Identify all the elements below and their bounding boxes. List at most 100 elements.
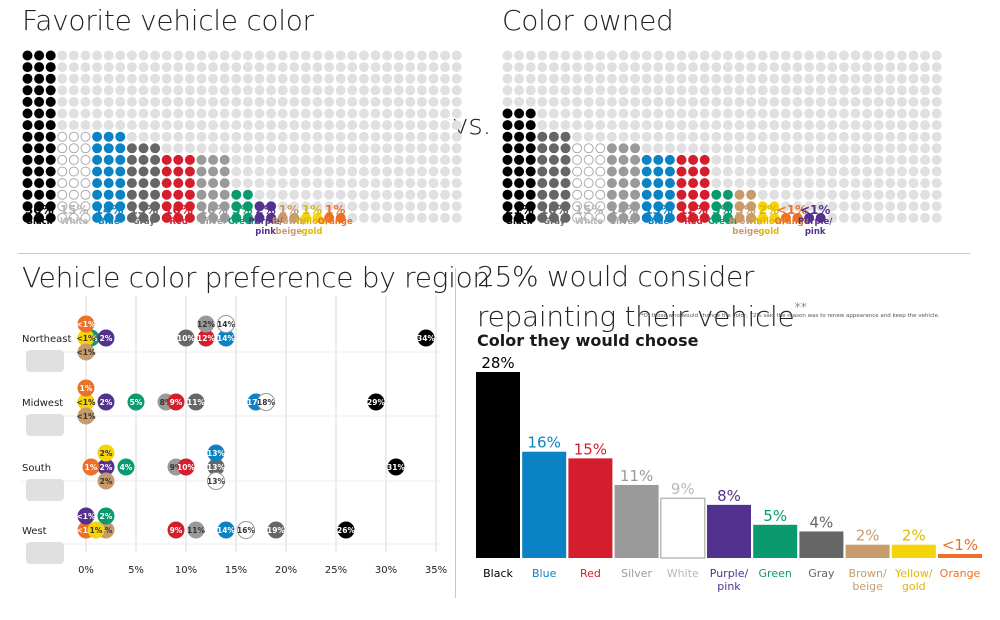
bar-category-label: beige [852,580,883,593]
dot-empty [815,189,826,200]
dot-empty [862,131,873,142]
dot-empty [208,62,219,73]
dot-empty [324,120,335,131]
dot-white [57,212,68,223]
dot-empty [440,85,451,96]
dot-black [514,143,525,154]
dot-empty [347,212,358,223]
region-point-red [167,393,185,411]
choose-chart-title: Color they would choose [477,331,699,350]
dot-empty [827,143,838,154]
dot-empty [862,143,873,154]
dot-empty [769,120,780,131]
dot-empty [335,178,346,189]
dot-empty [80,120,91,131]
dot-empty [595,108,606,119]
dot-empty [254,62,265,73]
dot-black [525,189,536,200]
dot-empty [68,50,79,61]
bar-brown-beige [845,544,890,558]
region-point-label: 31% [387,463,405,472]
dot-empty [873,108,884,119]
dot-empty [885,154,896,165]
dot-empty [324,73,335,84]
dot-white [572,178,583,189]
dot-empty [931,201,942,212]
dot-empty [862,120,873,131]
dot-empty [416,178,427,189]
bar-value-label: 2% [856,527,880,545]
dot-black [45,178,56,189]
dot-empty [606,73,617,84]
region-point-label: 17% [247,398,265,407]
dot-empty [873,178,884,189]
dot-empty [300,166,311,177]
dot-empty [324,143,335,154]
dot-empty [347,62,358,73]
dot-silver [606,201,617,212]
dot-white [583,201,594,212]
dot-empty [440,143,451,154]
dot-empty [440,178,451,189]
dot-empty [757,50,768,61]
dot-empty [347,166,358,177]
dot-empty [103,62,114,73]
dot-black [525,154,536,165]
dot-empty [126,131,137,142]
x-tick-label: 5% [128,565,144,576]
stat-label: White [574,217,604,227]
dot-white [68,178,79,189]
dot-empty [850,212,861,223]
dot-empty [416,143,427,154]
dot-empty [428,120,439,131]
dot-orange [324,212,335,223]
stat-label: Green [708,217,737,227]
dot-gray [126,166,137,177]
dot-empty [896,85,907,96]
stat-purple-pink: 2% Purple/pink [247,203,285,237]
dot-empty [850,143,861,154]
dot-empty [641,143,652,154]
dot-white [583,154,594,165]
dot-silver [208,154,219,165]
stat-brown-beige: 3% Brown/beige [727,203,765,237]
dot-empty [676,131,687,142]
dot-empty [862,154,873,165]
dot-empty [405,201,416,212]
dot-empty [792,85,803,96]
dot-empty [757,154,768,165]
bar-category-label: pink [717,580,741,593]
stat-value: <1% [799,203,831,217]
dot-empty [103,50,114,61]
dot-empty [219,85,230,96]
dot-empty [548,62,559,73]
dot-empty [126,96,137,107]
dot-empty [138,108,149,119]
dot-empty [525,50,536,61]
dot-purple-pink [266,212,277,223]
dot-empty [502,50,513,61]
dot-blue [92,201,103,212]
dot-empty [769,178,780,189]
dot-empty [173,143,184,154]
dot-empty [451,178,462,189]
dot-empty [138,62,149,73]
dot-empty [382,108,393,119]
stat-label: Yellow/gold [751,217,786,237]
dot-empty [838,201,849,212]
dot-empty [126,108,137,119]
region-point-label: 2% [100,526,113,535]
dot-empty [161,96,172,107]
repaint-title: 25% would consider repainting their vehi… [477,260,807,333]
dot-empty [711,166,722,177]
dot-empty [416,73,427,84]
dot-empty [266,178,277,189]
dot-empty [885,62,896,73]
dot-empty [780,189,791,200]
dot-blue [664,178,675,189]
dot-empty [219,120,230,131]
dot-empty [920,143,931,154]
dot-empty [722,178,733,189]
stat-label: Yellow/gold [295,217,329,237]
dot-empty [699,50,710,61]
